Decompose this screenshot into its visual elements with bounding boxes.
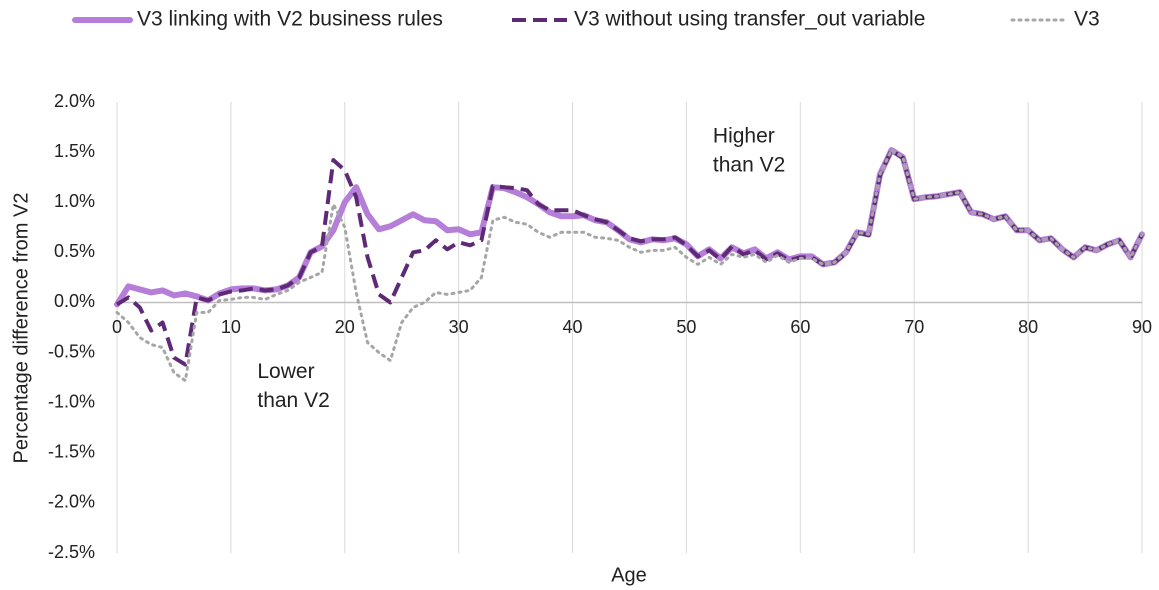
x-tick-label: 0 [112, 317, 122, 337]
y-tick-label: 1.5% [54, 141, 95, 161]
legend-label: V3 [1074, 8, 1100, 31]
y-tick-label: -1.5% [48, 442, 95, 462]
y-tick-label: 0.0% [54, 291, 95, 311]
x-tick-label: 60 [790, 317, 810, 337]
series-line [114, 147, 1145, 308]
legend-label: V3 linking with V2 business rules [137, 8, 443, 31]
legend-label: V3 without using transfer_out variable [574, 8, 925, 31]
x-tick-label: 10 [221, 317, 241, 337]
series-line [115, 148, 1144, 367]
series-line [115, 148, 1144, 383]
x-tick-label: 30 [449, 317, 469, 337]
x-axis-title: Age [611, 564, 647, 586]
y-tick-label: -1.0% [48, 391, 95, 411]
annotation: than V2 [257, 389, 329, 412]
x-tick-label: 80 [1018, 317, 1038, 337]
y-tick-label: -0.5% [48, 341, 95, 361]
y-tick-label: 0.5% [54, 241, 95, 261]
x-tick-label: 40 [563, 317, 583, 337]
annotation: Lower [257, 360, 314, 383]
y-tick-label: 1.0% [54, 191, 95, 211]
y-tick-label: -2.5% [48, 542, 95, 562]
x-tick-label: 20 [335, 317, 355, 337]
y-axis-title: Percentage difference from V2 [10, 193, 32, 464]
annotation: Higher [713, 125, 775, 148]
x-tick-label: 50 [676, 317, 696, 337]
y-tick-label: 2.0% [54, 91, 95, 111]
x-tick-label: 90 [1132, 317, 1152, 337]
y-tick-label: -2.0% [48, 492, 95, 512]
x-tick-label: 70 [904, 317, 924, 337]
annotation: than V2 [713, 154, 785, 177]
